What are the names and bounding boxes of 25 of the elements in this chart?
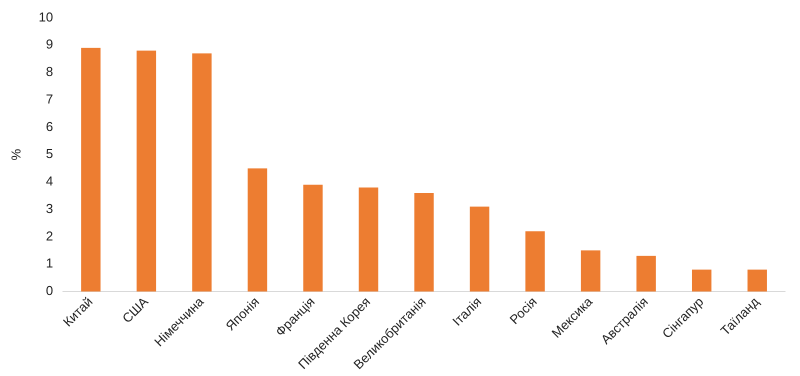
bar: [358, 187, 378, 292]
bar: [580, 250, 600, 292]
bar: [525, 231, 545, 292]
bar: [636, 256, 656, 292]
y-tick-label: 3: [46, 200, 54, 216]
y-tick-label: 4: [46, 174, 54, 189]
bar: [303, 184, 323, 292]
bar: [248, 168, 268, 292]
bar: [192, 53, 212, 292]
bar: [414, 192, 434, 292]
bar: [470, 206, 490, 292]
bar: [81, 48, 101, 292]
bar: [692, 270, 712, 292]
bar: [136, 50, 156, 292]
y-tick-label: 8: [46, 64, 54, 80]
y-tick-label: 1: [46, 256, 54, 271]
y-tick-label: 5: [46, 146, 54, 162]
y-tick-label: 2: [46, 228, 54, 244]
y-tick-label: 10: [38, 9, 54, 24]
y-axis-title: %: [8, 148, 24, 160]
bar: [748, 270, 767, 292]
y-tick-label: 7: [46, 91, 54, 106]
y-tick-label: 6: [46, 118, 54, 134]
y-tick-label: 0: [46, 283, 54, 298]
y-tick-label: 9: [46, 36, 54, 52]
